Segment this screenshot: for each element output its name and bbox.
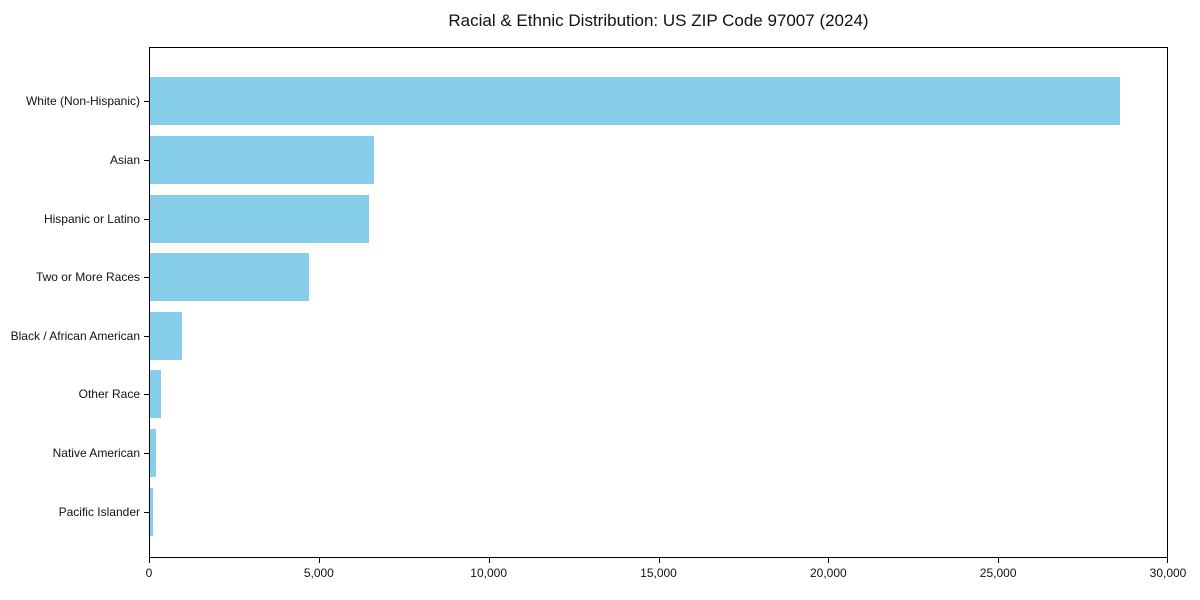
bar [150,370,162,419]
bar [150,135,375,184]
x-axis-tick-label: 15,000 [640,566,677,580]
y-axis-tick [144,511,149,513]
x-axis-tick [149,558,150,563]
bar-row: Black / African American [11,307,1167,366]
bar [150,429,157,478]
x-axis-tick [1167,558,1168,563]
x-axis-tick-label: 30,000 [1149,566,1187,580]
bar-row: Hispanic or Latino [44,189,1167,248]
plot-area: White (Non-Hispanic) Asian Hispanic or Lat… [11,47,1168,558]
y-axis-tick [144,218,149,220]
x-axis-tick [828,558,830,563]
x-axis-tick-label: 10,000 [470,566,508,580]
bar-rows: White (Non-Hispanic) Asian Hispanic or Lat… [11,72,1167,541]
bar [150,194,369,243]
y-axis-label: Two or More Races [35,270,140,285]
chart-title: Racial & Ethnic Distribution: US ZIP Cod… [448,11,869,30]
bar-row: White (Non-Hispanic) [26,72,1167,131]
x-axis-tick [998,558,1000,563]
bar [150,253,309,302]
bar-row: Other Race [79,365,1167,424]
bar-row: Pacific Islander [59,482,1167,541]
bar-row: Asian [110,131,1167,190]
y-axis-tick [144,277,149,279]
y-axis-label: Black / African American [10,328,140,343]
bar [150,487,154,536]
y-axis-label: Native American [52,446,140,461]
y-axis-label: Asian [109,152,140,167]
bar [150,77,1120,126]
x-axis-tick-label: 0 [145,566,153,580]
y-axis-label: Other Race [78,387,140,402]
y-axis-tick [144,394,149,396]
x-axis: 0 5,000 10,000 15,000 20,000 25,000 30,000 [145,558,1186,588]
x-axis-tick [318,558,320,563]
x-axis-tick [658,558,660,563]
x-axis-tick-label: 5,000 [303,566,334,580]
y-axis-tick [144,101,149,103]
y-axis-tick [144,453,149,455]
x-axis-tick [488,558,490,563]
bar [150,311,182,360]
x-axis-tick-label: 25,000 [979,566,1017,580]
y-axis-label: Pacific Islander [58,504,140,519]
x-axis-tick-label: 20,000 [809,566,847,580]
y-axis-tick [144,159,149,161]
y-axis-tick [144,335,149,337]
bar-row: Native American [53,424,1167,483]
bar-row: Two or More Races [36,248,1167,307]
y-axis-label: Hispanic or Latino [43,211,140,226]
y-axis-label: White (Non-Hispanic) [25,94,140,109]
